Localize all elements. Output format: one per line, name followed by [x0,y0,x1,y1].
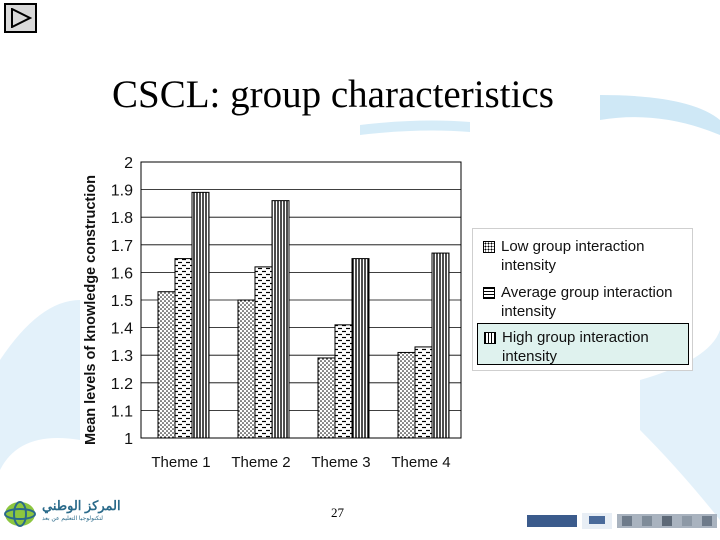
bar-dots-4 [397,351,416,439]
play-triangle-icon [11,8,32,28]
y-tick-label: 1.1 [111,403,133,420]
x-tick-label: Theme 4 [391,454,450,471]
bar-dashes-2 [254,266,273,439]
bar-dashes-1 [174,258,193,439]
y-tick-label: 1.4 [111,321,133,338]
logo-text: المركز الوطني [42,498,121,513]
legend-label-high-line1: High group interaction [502,329,649,346]
legend-item-high: High group interaction intensity [477,323,689,365]
y-tick-label: 1.7 [111,238,133,255]
bar-dots-2 [237,299,256,439]
y-tick-label: 1 [124,431,133,448]
chart-legend: Low group interaction intensity Average g… [472,228,693,371]
play-nav-button[interactable] [4,3,37,33]
legend-label-low-line2: intensity [501,257,557,274]
logo-subtext: لتكنولوجيا التعليم عن بعد [42,516,103,522]
bar-vertical-stripes-2 [271,200,290,439]
bar-chart: 1 1.1 1.2 1.3 1.4 1.5 1.6 1.7 1.8 1.9 2 Mean levels… [83,155,462,471]
y-tick-label: 1.9 [111,183,133,200]
y-tick-label: 1.2 [111,376,133,393]
footer-university-strip [527,513,717,529]
page-number: 27 [331,505,344,520]
legend-item-average: Average group interaction intensity [477,279,689,321]
y-axis-label: Mean levels of knowledge construction [83,175,99,445]
bar-dots-1 [157,291,176,439]
bar-vertical-stripes-3 [351,258,370,439]
legend-label-low-line1: Low group interaction [501,238,645,255]
bar-vertical-stripes-1 [191,191,210,439]
legend-label-average-line1: Average group interaction [501,284,673,301]
x-tick-label: Theme 2 [231,454,290,471]
y-tick-label: 2 [124,155,133,172]
logo-national-center: المركز الوطني لتكنولوجيا التعليم عن بعد [2,496,122,530]
bar-dashes-4 [414,346,433,439]
y-tick-label: 1.8 [111,210,133,227]
legend-label-high-line2: intensity [502,348,558,365]
x-tick-label: Theme 1 [151,454,210,471]
legend-swatch-dashes [483,287,495,299]
legend-item-low: Low group interaction intensity [477,233,689,275]
bar-dashes-3 [334,324,353,439]
logo-globe-icon [4,501,36,527]
y-tick-label: 1.3 [111,348,133,365]
x-tick-label: Theme 3 [311,454,370,471]
slide-title: CSCL: group characteristics [112,73,554,116]
legend-swatch-vstripes [484,332,496,344]
legend-label-average-line2: intensity [501,303,557,320]
bar-vertical-stripes-4 [431,252,450,439]
bar-dots-3 [317,357,336,439]
y-tick-label: 1.5 [111,293,133,310]
legend-swatch-dots [483,241,495,253]
y-tick-label: 1.6 [111,265,133,282]
